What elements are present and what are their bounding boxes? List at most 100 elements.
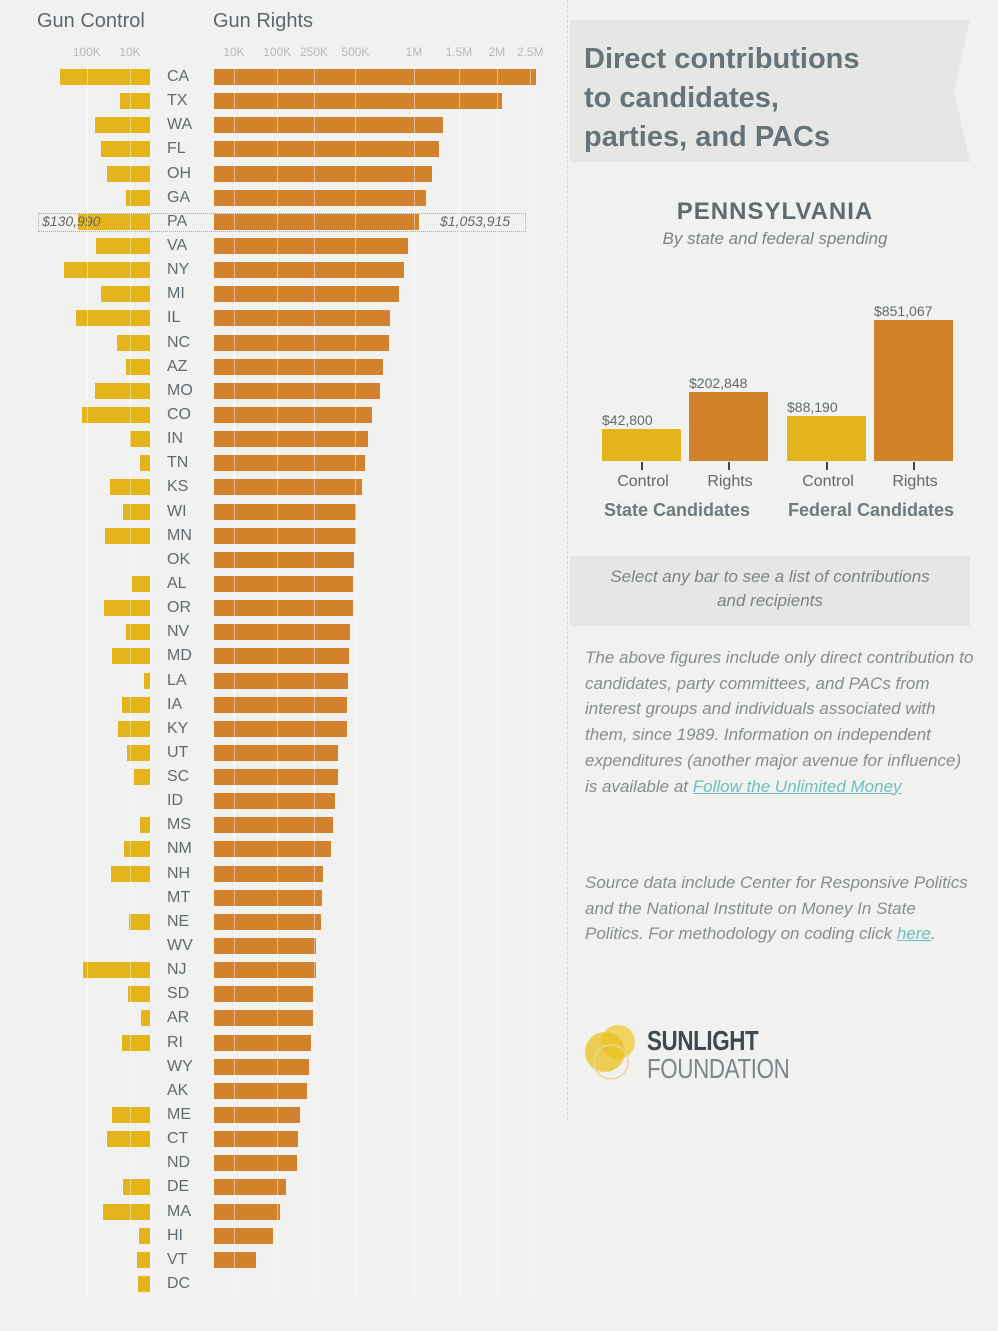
control-bar[interactable] xyxy=(81,406,150,423)
rights-bar[interactable] xyxy=(214,648,350,665)
rights-bar[interactable] xyxy=(214,986,313,1003)
state-label[interactable]: PA xyxy=(167,212,188,230)
rights-bar[interactable] xyxy=(214,672,348,689)
state-label[interactable]: MN xyxy=(167,526,192,544)
rights-bar[interactable] xyxy=(214,600,353,617)
control-bar[interactable] xyxy=(112,648,150,665)
state-label[interactable]: ND xyxy=(167,1154,191,1172)
state-label[interactable]: DC xyxy=(167,1275,191,1292)
rights-bar[interactable] xyxy=(214,69,536,85)
state-label[interactable]: WY xyxy=(167,1057,193,1075)
rights-bar[interactable] xyxy=(214,551,354,568)
state-label[interactable]: KY xyxy=(167,719,189,737)
rights-bar[interactable] xyxy=(214,865,323,882)
state-label[interactable]: HI xyxy=(167,1226,183,1244)
rights-bar[interactable] xyxy=(214,769,338,786)
rights-bar[interactable] xyxy=(214,262,405,279)
state-label[interactable]: IL xyxy=(167,309,181,327)
rights-bar[interactable] xyxy=(214,431,368,448)
rights-bar[interactable] xyxy=(214,793,335,810)
state-label[interactable]: OK xyxy=(167,550,191,568)
state-label[interactable]: MD xyxy=(167,647,192,665)
state-label[interactable]: LA xyxy=(167,671,187,689)
state-label[interactable]: VA xyxy=(167,236,188,254)
control-bar[interactable] xyxy=(60,69,150,85)
state-label[interactable]: MI xyxy=(167,285,185,303)
rights-bar[interactable] xyxy=(214,1107,301,1124)
control-bar[interactable] xyxy=(134,769,150,786)
control-bar[interactable] xyxy=(126,189,150,206)
state-label[interactable]: NE xyxy=(167,912,190,930)
control-bar[interactable] xyxy=(117,720,150,737)
rights-bar[interactable] xyxy=(214,1251,256,1268)
control-bar[interactable] xyxy=(121,696,150,713)
rights-bar[interactable] xyxy=(214,117,443,134)
rights-bar[interactable] xyxy=(214,189,426,206)
rights-bar[interactable] xyxy=(214,503,356,520)
control-bar[interactable] xyxy=(128,986,150,1003)
state-label[interactable]: NH xyxy=(167,864,191,882)
control-bar[interactable] xyxy=(75,310,150,327)
mini-bar-rights[interactable] xyxy=(874,319,953,461)
mini-bar-control[interactable] xyxy=(602,429,681,461)
control-bar[interactable] xyxy=(130,431,150,448)
control-bar[interactable] xyxy=(123,841,150,858)
state-label[interactable]: WI xyxy=(167,502,187,520)
state-label[interactable]: MO xyxy=(167,381,193,399)
control-bar[interactable] xyxy=(110,479,150,496)
state-label[interactable]: IN xyxy=(167,430,183,448)
rights-bar[interactable] xyxy=(214,382,380,399)
rights-bar[interactable] xyxy=(214,720,347,737)
rights-bar[interactable] xyxy=(214,213,420,230)
state-label[interactable]: TN xyxy=(167,454,189,472)
rights-bar[interactable] xyxy=(214,141,440,158)
state-label[interactable]: AZ xyxy=(167,357,188,375)
control-bar[interactable] xyxy=(94,382,150,399)
rights-bar[interactable] xyxy=(214,1131,298,1148)
rights-bar[interactable] xyxy=(214,358,383,375)
state-label[interactable]: ID xyxy=(167,792,183,810)
control-bar[interactable] xyxy=(111,865,150,882)
state-label[interactable]: RI xyxy=(167,1033,183,1051)
state-label[interactable]: DE xyxy=(167,1178,190,1196)
control-bar[interactable] xyxy=(117,334,150,351)
control-bar[interactable] xyxy=(107,165,150,182)
rights-bar[interactable] xyxy=(214,1010,313,1027)
rights-bar[interactable] xyxy=(214,334,390,351)
control-bar[interactable] xyxy=(141,1010,150,1027)
control-bar[interactable] xyxy=(140,455,150,472)
rights-bar[interactable] xyxy=(214,938,316,955)
control-bar[interactable] xyxy=(94,117,150,134)
rights-bar[interactable] xyxy=(214,286,400,303)
state-label[interactable]: OR xyxy=(167,599,191,617)
state-label[interactable]: NY xyxy=(167,261,190,279)
control-bar[interactable] xyxy=(112,1107,150,1124)
control-bar[interactable] xyxy=(101,141,150,158)
rights-bar[interactable] xyxy=(214,744,338,761)
control-bar[interactable] xyxy=(140,817,150,834)
control-bar[interactable] xyxy=(126,624,150,641)
rights-bar[interactable] xyxy=(214,479,363,496)
state-label[interactable]: MT xyxy=(167,888,191,906)
rights-bar[interactable] xyxy=(214,889,323,906)
control-bar[interactable] xyxy=(137,1251,150,1268)
state-label[interactable]: MS xyxy=(167,816,191,834)
rights-bar[interactable] xyxy=(214,1034,311,1051)
rights-bar[interactable] xyxy=(214,913,321,930)
state-label[interactable]: AL xyxy=(167,574,187,592)
control-bar[interactable] xyxy=(103,1203,150,1220)
rights-bar[interactable] xyxy=(214,1082,307,1099)
control-bar[interactable] xyxy=(103,600,150,617)
rights-bar[interactable] xyxy=(214,527,356,544)
control-bar[interactable] xyxy=(123,1179,150,1196)
rights-bar[interactable] xyxy=(214,455,365,472)
control-bar[interactable] xyxy=(104,527,150,544)
control-bar[interactable] xyxy=(63,262,150,279)
rights-bar[interactable] xyxy=(214,624,350,641)
rights-bar[interactable] xyxy=(214,1179,287,1196)
state-label[interactable]: IA xyxy=(167,695,183,713)
mini-bar-rights[interactable] xyxy=(689,392,768,461)
rights-bar[interactable] xyxy=(214,841,331,858)
state-label[interactable]: WV xyxy=(167,937,193,955)
control-bar[interactable] xyxy=(143,672,150,689)
